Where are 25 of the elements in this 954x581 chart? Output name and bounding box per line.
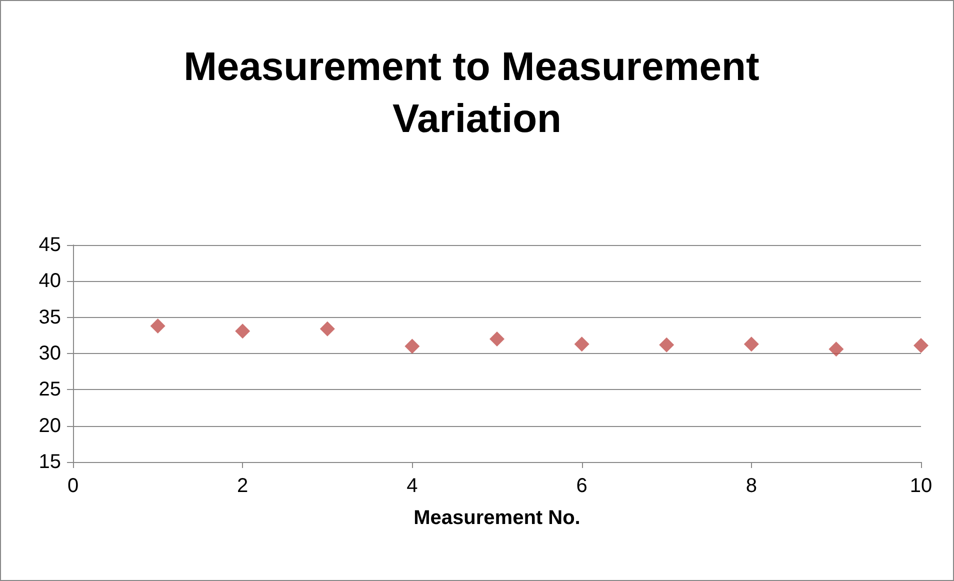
y-tick-label: 40 [38,270,61,292]
point [320,321,335,336]
y-tick-label: 30 [38,342,61,364]
y-tick-label: 25 [38,378,61,401]
x-tick-label: 0 [67,475,79,497]
point [150,318,166,334]
x-tick-label: 8 [746,475,757,497]
chart-title: Measurement to Measurement Variation [184,45,770,141]
x-tick-label: 2 [237,475,248,497]
point [490,332,504,347]
y-tick-label: 45 [38,234,61,256]
x-axis-title: Measurement No. [414,507,580,529]
x-tick-label: 6 [576,475,588,497]
point [914,338,928,354]
point [828,342,844,357]
y-tick-label: 20 [38,414,61,437]
y-tick-label: 15 [38,451,61,473]
point [235,324,250,339]
x-tick-label: 4 [406,475,418,497]
x-tick-label: 10 [910,475,932,497]
y-tick-label: 35 [38,306,61,328]
point [574,336,590,352]
point [744,336,759,352]
point [659,337,674,352]
point [404,338,420,354]
